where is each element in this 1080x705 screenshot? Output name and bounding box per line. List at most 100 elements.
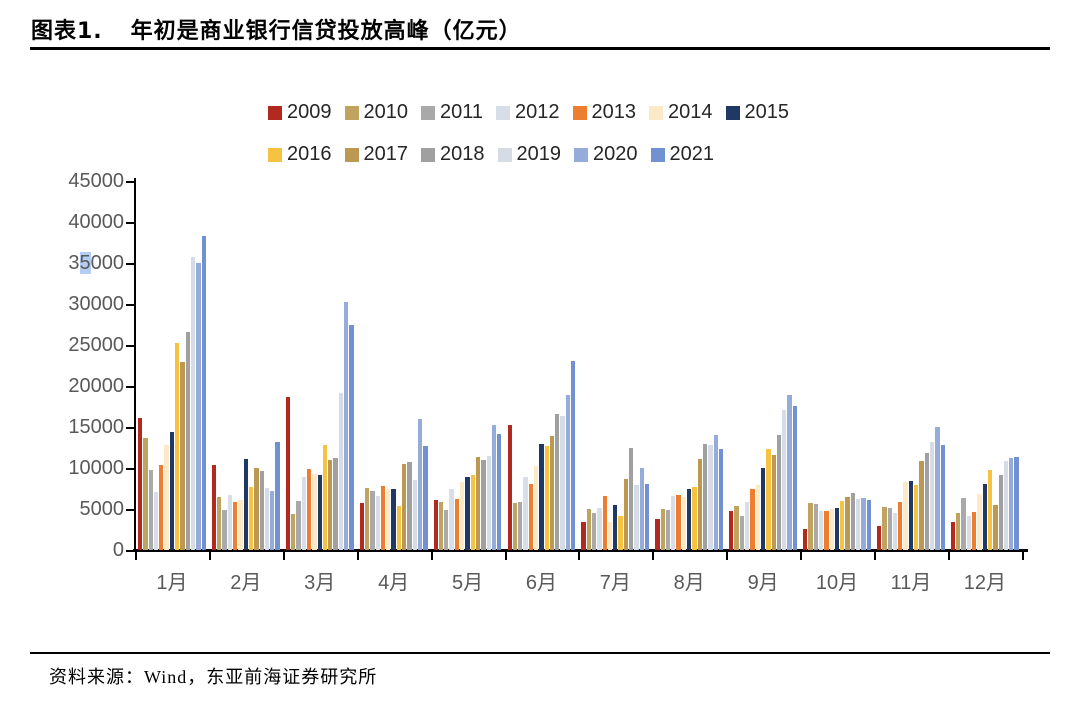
x-axis-tick	[1021, 552, 1024, 560]
x-axis-tick	[135, 552, 137, 560]
legend-swatch-2011	[421, 105, 435, 120]
y-axis-tick-label-20000: 20000	[68, 375, 124, 397]
x-axis-tick	[874, 552, 876, 560]
bar-2011-4月	[370, 491, 375, 550]
legend-item-2010: 2010	[344, 101, 408, 124]
bar-group-2月	[209, 181, 283, 550]
bar-group-1月	[135, 181, 209, 550]
legend-item-2021: 2021	[650, 143, 715, 166]
x-axis-tick	[726, 552, 729, 560]
y-axis-tick-label-15000: 15000	[68, 416, 124, 438]
title-rule	[30, 47, 1050, 50]
bar-2020-1月	[196, 263, 201, 550]
bar-2018-6月	[555, 414, 560, 550]
bar-group-5月	[431, 181, 505, 550]
bar-2015-4月	[391, 489, 396, 550]
bar-2015-3月	[317, 475, 322, 550]
bar-2013-12月	[972, 512, 977, 550]
selection-highlight: 5	[79, 252, 91, 274]
bar-2012-11月	[892, 513, 898, 550]
bar-2011-9月	[739, 516, 745, 550]
bar-2020-12月	[1009, 458, 1014, 550]
footer-rule	[30, 652, 1050, 654]
bar-group-12月	[948, 181, 1022, 550]
x-axis-label-2月: 2月	[230, 572, 262, 594]
bar-2018-1月	[185, 332, 190, 550]
bar-2017-1月	[180, 362, 185, 550]
y-axis-tick-label-40000: 40000	[68, 211, 124, 233]
bar-2021-10月	[866, 500, 871, 550]
bar-2009-3月	[285, 397, 291, 550]
legend-swatch-2013	[572, 105, 587, 120]
bar-2013-7月	[602, 496, 607, 550]
bar-2013-10月	[824, 511, 829, 550]
legend-swatch-2016	[268, 147, 282, 162]
legend-label-2019: 2019	[516, 143, 562, 165]
bar-2010-5月	[438, 502, 444, 550]
bar-2010-3月	[291, 514, 296, 550]
legend-item-2017: 2017	[344, 143, 408, 166]
bar-2017-3月	[328, 460, 333, 550]
bar-2011-11月	[887, 508, 892, 550]
bar-2015-6月	[539, 444, 544, 550]
bar-2016-11月	[914, 485, 919, 550]
x-axis-label-6月: 6月	[525, 572, 557, 594]
bar-2018-2月	[259, 471, 264, 550]
bar-2011-3月	[296, 501, 301, 550]
bar-group-10月	[800, 181, 874, 550]
y-axis-tick-label-25000: 25000	[68, 334, 124, 356]
bar-2016-10月	[840, 501, 845, 550]
legend-item-2015: 2015	[725, 101, 789, 124]
bar-2016-8月	[692, 487, 697, 550]
bar-2010-8月	[660, 509, 665, 550]
y-label-char: 0	[112, 252, 124, 274]
x-axis-tick	[947, 552, 950, 560]
legend-row-1: 2009 2010 2011 2012 2013 2014 2015	[268, 101, 789, 124]
bar-2016-7月	[618, 516, 623, 550]
legend-item-2012: 2012	[496, 101, 560, 124]
bar-2019-1月	[190, 257, 196, 550]
bar-2010-6月	[512, 503, 518, 550]
bar-2009-12月	[950, 522, 956, 550]
bar-2021-5月	[497, 434, 502, 550]
bar-2015-5月	[465, 477, 470, 550]
bar-2012-6月	[523, 477, 528, 550]
y-axis-tick-label-30000: 30000	[68, 293, 124, 315]
bar-2017-4月	[402, 464, 407, 550]
bar-2018-4月	[407, 462, 412, 550]
legend-item-2011: 2011	[421, 101, 483, 124]
bar-2015-11月	[908, 481, 914, 550]
bar-2013-9月	[750, 489, 755, 550]
bar-2010-1月	[143, 438, 148, 550]
bar-2010-9月	[734, 506, 739, 550]
bar-2019-12月	[1003, 461, 1009, 550]
y-axis-line	[134, 178, 136, 551]
bar-2021-7月	[644, 484, 650, 550]
bar-2013-1月	[159, 465, 164, 550]
bar-2009-6月	[507, 425, 512, 550]
bar-2020-2月	[270, 491, 275, 550]
x-axis-tick	[282, 552, 285, 560]
y-axis-tick-label-45000: 45000	[68, 170, 124, 192]
bar-2017-5月	[475, 457, 481, 550]
y-label-char: 0	[101, 252, 113, 274]
bar-2019-2月	[264, 488, 270, 550]
bar-2018-10月	[850, 493, 856, 550]
bar-2016-5月	[470, 475, 475, 550]
legend-label-2020: 2020	[593, 143, 638, 165]
x-axis-line	[133, 549, 1028, 552]
bar-2012-5月	[449, 489, 454, 550]
legend-swatch-2018	[421, 147, 435, 162]
bar-2011-10月	[813, 504, 818, 550]
bar-2015-1月	[169, 432, 175, 550]
bar-2017-6月	[549, 436, 555, 550]
legend-swatch-2010	[344, 105, 359, 120]
x-axis-tick	[208, 552, 211, 560]
legend-label-2021: 2021	[669, 143, 715, 165]
bar-2011-8月	[665, 510, 671, 550]
bar-group-3月	[283, 181, 357, 550]
bar-2015-10月	[834, 508, 840, 550]
bar-2011-7月	[591, 513, 597, 550]
legend-swatch-2020	[574, 147, 588, 162]
bar-2014-5月	[460, 482, 465, 550]
